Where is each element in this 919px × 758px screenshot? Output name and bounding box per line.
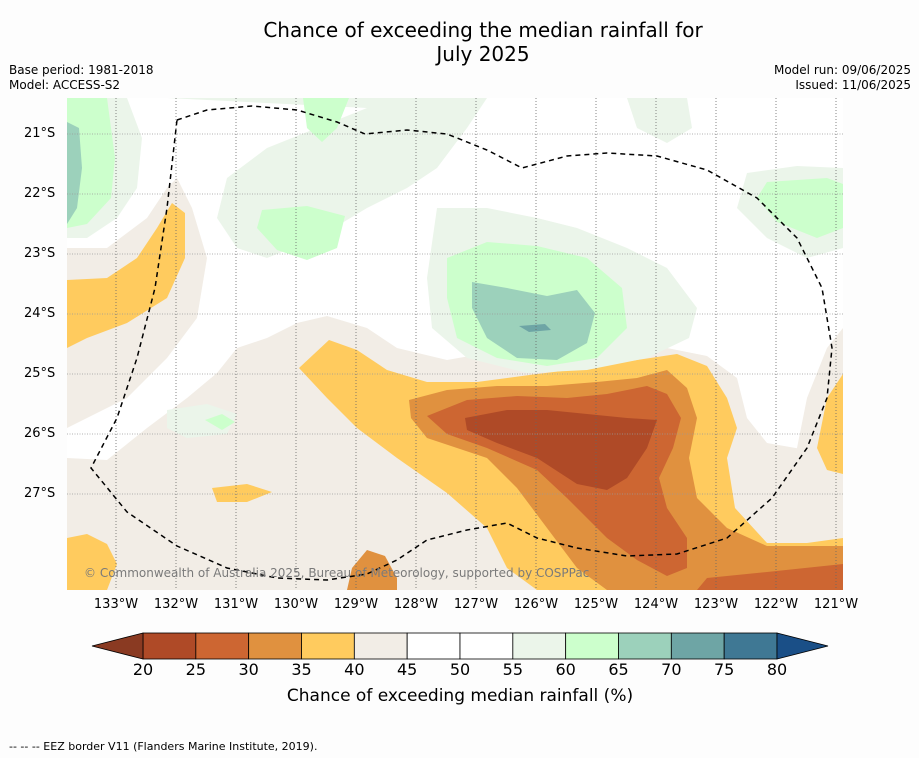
model-name: Model: ACCESS-S2 (9, 78, 121, 92)
lon-label: 126°W (513, 597, 559, 612)
map-title: Chance of exceeding the median rainfall … (0, 18, 919, 66)
colorbar-tick-label: 70 (661, 660, 682, 679)
region-70-75 (519, 324, 551, 332)
colorbar-cell (406, 632, 461, 660)
lon-label: 132°W (153, 597, 199, 612)
colorbar-under-arrow (91, 632, 144, 660)
region-60-65-spot (205, 414, 235, 430)
colorbar-cell (723, 632, 778, 660)
colorbar-tick-label: 80 (766, 660, 788, 679)
meta-left: Base period: 1981-2018 Model: ACCESS-S2 (9, 63, 154, 93)
colorbar-cell (142, 632, 197, 660)
region-65-70-centre (472, 282, 595, 360)
colorbar-tick-label: 65 (608, 660, 629, 679)
rainfall-map (67, 98, 843, 590)
lon-label: 129°W (333, 597, 379, 612)
region-40-45-spot (212, 484, 272, 502)
region-55-60-north (167, 98, 487, 258)
colorbar-cell (618, 632, 672, 660)
map-panel (67, 98, 843, 590)
model-run: Model run: 09/06/2025 (773, 63, 911, 77)
lon-label: 125°W (573, 597, 619, 612)
lon-gridlines (115, 98, 837, 590)
colorbar-tick-label: 20 (132, 660, 154, 679)
colorbar-cell (512, 632, 567, 660)
title-line-2: July 2025 (436, 42, 530, 66)
region-40-45-sw (67, 534, 117, 590)
region-30-35-se (697, 564, 843, 590)
region-25-30 (465, 410, 657, 490)
issued-date: Issued: 11/06/2025 (795, 78, 911, 92)
eez-footnote: -- -- -- EEZ border V11 (Flanders Marine… (9, 740, 318, 753)
region-55-60-sw (167, 404, 237, 438)
region-60-65-nw (257, 206, 345, 260)
lat-label: 23°S (24, 246, 56, 261)
colorbar-cell (248, 632, 302, 660)
colorbar-tick-label: 60 (555, 660, 576, 679)
lat-label: 21°S (24, 126, 56, 141)
lon-label: 130°W (273, 597, 319, 612)
colorbar-tick-label: 40 (344, 660, 365, 679)
eez-border (90, 105, 833, 581)
colorbar-cell (459, 632, 514, 660)
colorbar-tick-label: 50 (449, 660, 471, 679)
region-40-45-east (817, 374, 843, 474)
lon-label: 123°W (693, 597, 739, 612)
colorbar-label: Chance of exceeding median rainfall (%) (286, 686, 634, 706)
meta-right: Model run: 09/06/2025 Issued: 11/06/2025 (774, 63, 911, 93)
colorbar-tick-label: 30 (238, 660, 259, 679)
region-60-65-east (757, 178, 843, 238)
colorbar-cell (195, 632, 250, 660)
colorbar-over-arrow (776, 632, 829, 660)
lon-label: 128°W (393, 597, 439, 612)
copyright-notice: © Commonwealth of Australia 2025, Bureau… (84, 566, 590, 580)
colorbar-cell (353, 632, 408, 660)
colorbar-cell (301, 632, 355, 660)
region-35-40-sw (347, 550, 397, 590)
lon-label: 121°W (813, 597, 859, 612)
lon-label: 127°W (453, 597, 499, 612)
lon-label: 124°W (633, 597, 679, 612)
lon-label: 131°W (213, 597, 259, 612)
lat-label: 25°S (24, 366, 56, 381)
colorbar-tick-label: 55 (502, 660, 523, 679)
colorbar-tick-label: 75 (713, 660, 735, 679)
colorbar-tick-label: 45 (396, 660, 418, 679)
region-60-65-north (303, 98, 349, 142)
region-55-60-ne (627, 98, 692, 143)
colorbar-cell (670, 632, 725, 660)
lon-label: 133°W (93, 597, 139, 612)
lat-label: 22°S (24, 186, 56, 201)
lat-label: 24°S (24, 306, 56, 321)
lat-label: 26°S (24, 426, 56, 441)
colorbar-cells (142, 632, 778, 660)
lon-label: 122°W (753, 597, 799, 612)
title-line-1: Chance of exceeding the median rainfall … (263, 18, 703, 42)
lat-label: 27°S (24, 486, 56, 501)
region-65-70-west (67, 122, 82, 224)
colorbar-cell (565, 632, 619, 660)
colorbar (91, 632, 829, 660)
colorbar-tick-label: 35 (291, 660, 312, 679)
region-40-45-west (67, 203, 185, 348)
colorbar-tick-label: 25 (185, 660, 206, 679)
lat-gridlines (67, 133, 843, 495)
base-period: Base period: 1981-2018 (9, 63, 154, 77)
